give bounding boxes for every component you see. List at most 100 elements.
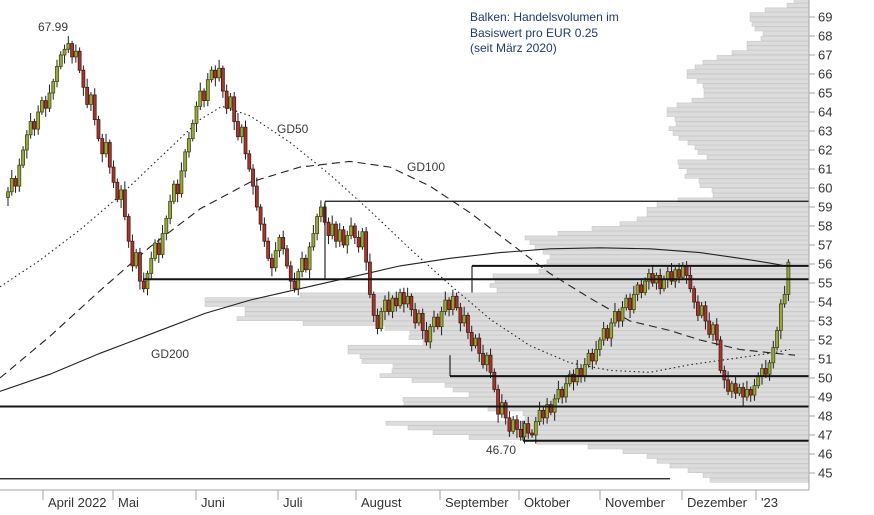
candle-up: [6, 191, 10, 198]
candle-up: [484, 354, 489, 366]
volume-bar: [524, 416, 810, 421]
volume-bar: [468, 392, 810, 397]
volume-bar: [549, 254, 810, 260]
volume-bar: [361, 359, 810, 364]
candle-down: [77, 50, 82, 71]
y-tick-label: 56: [818, 257, 832, 272]
volume-bar: [697, 150, 810, 155]
x-tick-label: Dezember: [687, 495, 748, 510]
candle-up: [737, 387, 742, 394]
x-tick-label: Juni: [201, 495, 225, 510]
volume-bar: [646, 454, 810, 459]
candle-down: [138, 252, 142, 282]
volume-bar: [702, 83, 810, 89]
candle-up: [643, 280, 648, 293]
volume-bar: [709, 477, 810, 483]
candle-up: [55, 66, 59, 82]
volume-bar: [666, 112, 810, 117]
candle-down: [435, 316, 440, 328]
candle-down: [507, 417, 512, 432]
candle-down: [386, 299, 391, 312]
candle-up: [432, 316, 436, 328]
candle-down: [639, 284, 644, 293]
candle-down: [371, 294, 376, 316]
volume-bar: [524, 235, 810, 241]
volume-bar: [762, 31, 810, 36]
candle-down: [85, 86, 90, 105]
volume-bar: [678, 135, 810, 141]
volume-bar: [204, 302, 810, 307]
candle-down: [32, 121, 37, 130]
candle-up: [782, 294, 787, 305]
candle-down: [292, 280, 297, 290]
volume-bar: [702, 473, 810, 478]
alert-lines[interactable]: [0, 200, 809, 480]
candle-down: [503, 402, 508, 419]
candle-down: [684, 265, 689, 276]
candle-up: [635, 284, 640, 295]
candle-down: [696, 301, 700, 316]
volume-bar: [244, 311, 810, 317]
candle-down: [202, 90, 206, 101]
candle-up: [217, 67, 221, 79]
candle-up: [586, 352, 591, 366]
candle-up: [417, 313, 421, 324]
candle-down: [409, 295, 414, 310]
volume-bar: [402, 397, 810, 402]
candle-up: [443, 299, 448, 312]
candle-up: [145, 273, 150, 290]
volume-bar: [407, 425, 810, 431]
y-tick-label: 55: [818, 276, 832, 291]
peak-price-label: 67.99: [38, 20, 69, 34]
candle-up: [345, 235, 350, 246]
candle-up: [699, 305, 704, 316]
candle-up: [40, 100, 44, 113]
volume-bar: [666, 107, 810, 113]
candle-down: [616, 311, 621, 322]
candle-down: [270, 257, 274, 269]
candle-down: [356, 237, 361, 248]
candle-up: [428, 326, 433, 343]
candle-up: [209, 69, 214, 81]
y-tick-label: 60: [818, 181, 832, 196]
volume-bar: [646, 211, 810, 217]
y-tick-label: 50: [818, 371, 832, 386]
candle-down: [590, 352, 595, 362]
y-tick-label: 66: [818, 67, 832, 82]
candle-down: [130, 240, 135, 267]
y-axis[interactable]: 45 46 47 48 49 50 51 52 53 54 55 56 57 58 59 60 61 62 63 64…: [808, 0, 832, 490]
x-axis[interactable]: April 2022 Mai Juni Juli August September Okto…: [0, 489, 809, 510]
candle-down: [488, 354, 493, 373]
legend-line-2: Basiswert pro EUR 0.25: [470, 25, 599, 40]
candle-up: [594, 349, 598, 362]
volume-bar: [676, 102, 810, 108]
volume-bar: [669, 463, 810, 469]
candle-up: [149, 257, 154, 274]
candle-down: [224, 90, 229, 109]
ma-gd50: [0, 105, 791, 373]
candle-down: [115, 181, 120, 200]
volume-bar: [244, 306, 810, 312]
candle-down: [714, 324, 719, 341]
candle-down: [560, 389, 565, 398]
candle-up: [499, 402, 504, 415]
candle-up: [28, 121, 33, 136]
candle-up: [533, 421, 538, 436]
x-tick-label: Mai: [118, 495, 139, 510]
candle-down: [413, 309, 418, 324]
candle-up: [760, 368, 764, 377]
candle-down: [303, 257, 308, 271]
candle-down: [111, 166, 116, 183]
candle-up: [239, 126, 244, 138]
candle-down: [688, 275, 693, 290]
candle-down: [213, 69, 218, 79]
volume-bar: [236, 316, 810, 321]
volume-bar: [686, 74, 810, 79]
candle-down: [492, 371, 497, 390]
candle-up: [545, 404, 549, 419]
volume-bar: [385, 420, 810, 426]
candle-up: [631, 294, 636, 310]
candle-up: [273, 250, 278, 269]
